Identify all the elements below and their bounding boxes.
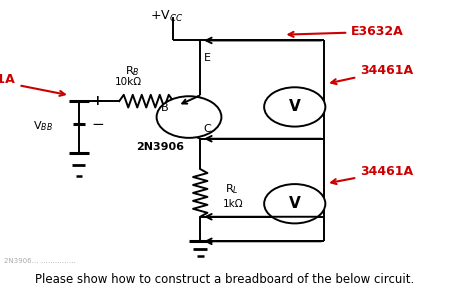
Text: R$_B$: R$_B$	[126, 64, 140, 78]
Text: R$_L$: R$_L$	[225, 182, 238, 196]
Text: −: −	[91, 117, 104, 132]
Text: V$_{BB}$: V$_{BB}$	[33, 119, 53, 133]
Circle shape	[264, 184, 325, 223]
Text: 10kΩ: 10kΩ	[115, 77, 142, 87]
Text: V: V	[289, 99, 301, 114]
Text: E: E	[203, 53, 211, 63]
Text: V: V	[289, 196, 301, 211]
Text: E3632A: E3632A	[288, 25, 404, 38]
Text: 34461A: 34461A	[331, 64, 413, 84]
Text: E3631A: E3631A	[0, 73, 65, 96]
Text: Please show how to construct a breadboard of the below circuit.: Please show how to construct a breadboar…	[36, 273, 414, 286]
Text: 2N3906… ……………: 2N3906… ……………	[4, 258, 76, 264]
Text: 1kΩ: 1kΩ	[223, 199, 243, 209]
Text: B: B	[161, 103, 169, 113]
Text: +: +	[91, 94, 103, 108]
Text: +V$_{CC}$: +V$_{CC}$	[150, 9, 183, 24]
Text: C: C	[203, 124, 211, 134]
Circle shape	[157, 96, 221, 138]
Text: 34461A: 34461A	[331, 166, 413, 184]
Text: 2N3906: 2N3906	[136, 142, 184, 152]
Circle shape	[264, 87, 325, 127]
